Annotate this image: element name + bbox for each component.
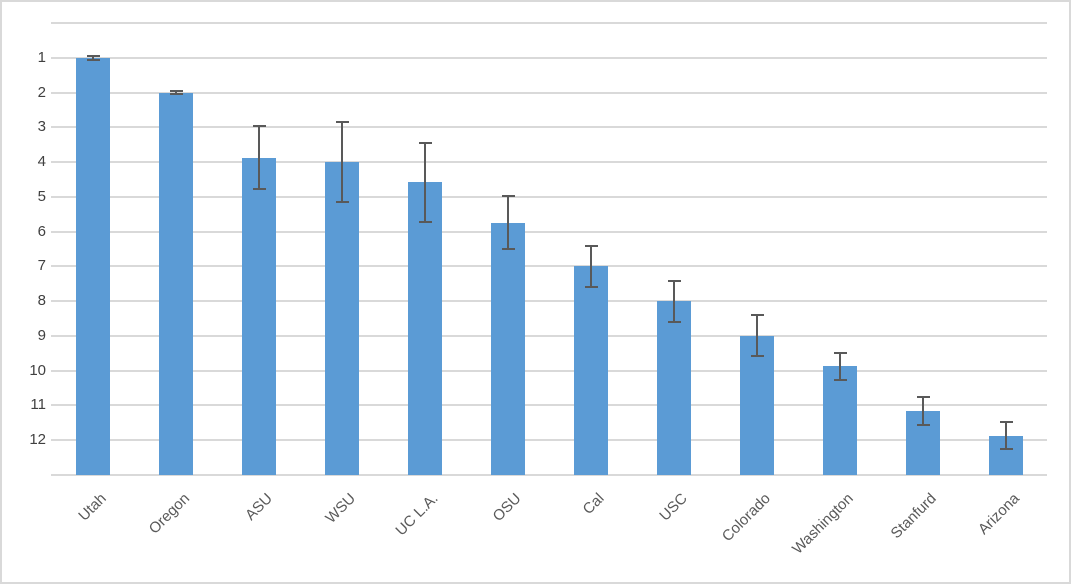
error-bar-wsu <box>335 120 349 204</box>
error-bar-cap <box>86 55 100 58</box>
y-axis-tick-label: 6 <box>37 222 46 240</box>
gridline <box>51 334 1047 337</box>
error-bar-line <box>424 141 426 223</box>
x-axis-label-oregon: Oregon <box>145 490 194 538</box>
error-bar-cap <box>916 396 930 399</box>
bar-usc <box>657 301 691 475</box>
error-bar-line <box>507 194 509 251</box>
error-bar-utah <box>86 55 100 61</box>
error-bar-cap <box>86 58 100 61</box>
y-axis-tick-label: 1 <box>37 48 46 66</box>
x-axis-label-stanfurd: Stanfurd <box>887 490 941 543</box>
error-bar-cap <box>667 320 681 323</box>
bar-uc-l-a <box>408 182 442 475</box>
error-bar-asu <box>252 125 266 190</box>
error-bar-line <box>673 279 675 323</box>
error-bar-cap <box>252 125 266 128</box>
error-bar-cap <box>833 351 847 354</box>
error-bar-cap <box>335 120 349 123</box>
bar-washington <box>823 366 857 475</box>
error-bar-uc-l-a <box>418 141 432 223</box>
gridline <box>51 22 1047 24</box>
error-bar-cap <box>667 279 681 282</box>
y-axis-tick-label: 5 <box>37 187 46 205</box>
error-bar-line <box>590 244 592 288</box>
error-bar-cap <box>501 248 515 251</box>
bar-oregon <box>159 92 193 475</box>
gridline <box>51 56 1047 59</box>
gridline <box>51 91 1047 94</box>
bar-utah <box>76 57 110 475</box>
error-bar-cap <box>584 285 598 288</box>
error-bar-cap <box>418 220 432 223</box>
gridline <box>51 126 1047 129</box>
y-axis-tick-label: 4 <box>37 153 46 171</box>
y-axis-tick-label: 10 <box>29 361 46 379</box>
error-bar-stanfurd <box>916 396 930 426</box>
x-axis-label-colorado: Colorado <box>718 490 775 546</box>
bar-asu <box>242 157 276 475</box>
error-bar-usc <box>667 279 681 323</box>
error-bar-cap <box>833 378 847 381</box>
error-bar-line <box>1005 421 1007 451</box>
gridline <box>51 404 1047 407</box>
error-bar-cap <box>169 93 183 96</box>
x-axis-label-asu: ASU <box>242 490 277 524</box>
x-axis-label-utah: Utah <box>75 490 111 525</box>
x-axis-label-washington: Washington <box>789 490 858 558</box>
x-axis-label-usc: USC <box>656 490 692 525</box>
error-bar-cap <box>169 89 183 92</box>
y-axis-tick-label: 12 <box>29 431 46 449</box>
gridline <box>51 439 1047 442</box>
error-bar-line <box>92 55 94 61</box>
error-bar-cap <box>418 141 432 144</box>
error-bar-line <box>756 314 758 358</box>
gridline <box>51 265 1047 268</box>
error-bar-cap <box>335 201 349 204</box>
x-axis-label-uc-l-a: UC L.A. <box>392 490 443 540</box>
error-bar-cap <box>501 194 515 197</box>
error-bar-cap <box>584 244 598 247</box>
gridline <box>51 195 1047 198</box>
bar-cal <box>574 266 608 475</box>
error-bar-line <box>175 89 177 96</box>
gridline <box>51 230 1047 233</box>
bar-wsu <box>325 162 359 475</box>
bar-osu <box>491 222 525 475</box>
error-bar-line <box>839 351 841 381</box>
error-bar-cap <box>750 314 764 317</box>
y-axis-tick-label: 2 <box>37 83 46 101</box>
y-axis-tick-label: 9 <box>37 326 46 344</box>
gridline <box>51 369 1047 372</box>
y-axis-tick-label: 11 <box>30 396 46 414</box>
error-bar-line <box>922 396 924 426</box>
x-axis-label-wsu: WSU <box>322 490 360 527</box>
error-bar-cap <box>750 355 764 358</box>
x-axis-line <box>51 474 1047 476</box>
x-axis-label-osu: OSU <box>490 490 526 526</box>
y-axis-tick-label: 8 <box>37 292 46 310</box>
error-bar-cap <box>999 421 1013 424</box>
bar-colorado <box>740 335 774 475</box>
x-axis-label-cal: Cal <box>580 490 609 518</box>
error-bar-osu <box>501 194 515 251</box>
error-bar-cap <box>999 448 1013 451</box>
gridline <box>51 300 1047 303</box>
y-axis-tick-label: 7 <box>37 257 46 275</box>
error-bar-colorado <box>750 314 764 358</box>
x-axis-label-arizona: Arizona <box>975 490 1024 538</box>
y-axis-tick-label: 3 <box>37 118 46 136</box>
error-bar-cal <box>584 244 598 288</box>
error-bar-oregon <box>169 89 183 96</box>
error-bar-line <box>258 125 260 190</box>
error-bar-line <box>341 120 343 204</box>
error-bar-arizona <box>999 421 1013 451</box>
error-bar-cap <box>252 187 266 190</box>
gridline <box>51 161 1047 164</box>
error-bar-cap <box>916 423 930 426</box>
error-bar-washington <box>833 351 847 381</box>
